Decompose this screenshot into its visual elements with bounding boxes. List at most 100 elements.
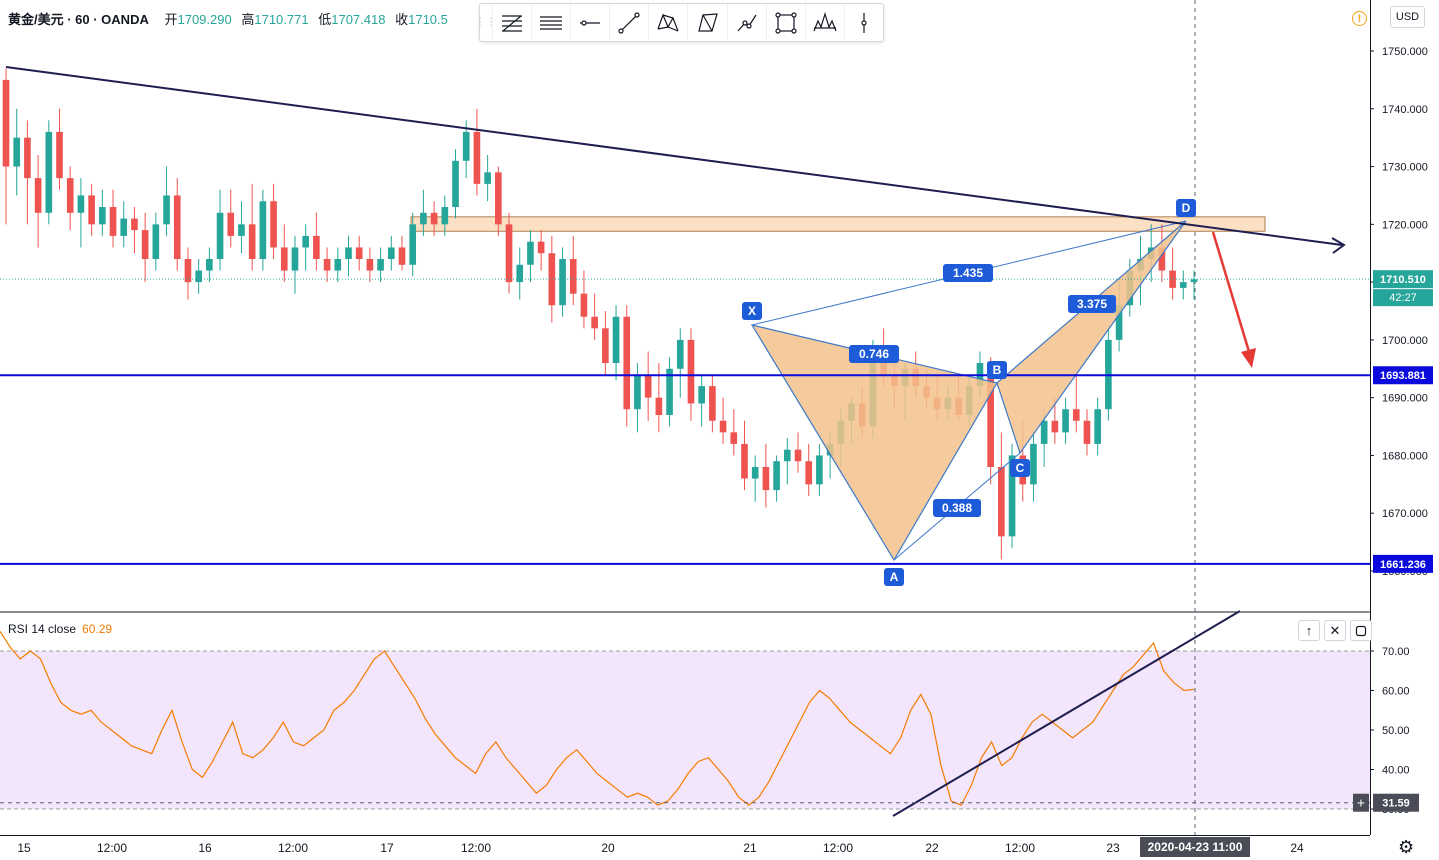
- price-tick-label: 1750.000: [1382, 46, 1428, 58]
- horizontal-lines-icon[interactable]: [531, 4, 570, 41]
- horizontal-ray-icon[interactable]: [570, 4, 609, 41]
- time-tick-label: 24: [1290, 841, 1304, 855]
- level-text: 1661.236: [1380, 559, 1426, 571]
- candle-body: [623, 316, 631, 410]
- rsi-last-value: 60.29: [82, 622, 113, 636]
- candle: [1062, 397, 1069, 444]
- pattern-label: D: [1176, 199, 1196, 217]
- pane-up-arrow-icon[interactable]: ↑: [1298, 620, 1320, 641]
- candle: [709, 374, 716, 433]
- candle: [537, 230, 545, 271]
- cursor-line-icon[interactable]: [843, 4, 883, 41]
- last-price-label: 1710.510 42:27: [1373, 270, 1433, 307]
- head-shoulders-icon[interactable]: [804, 4, 844, 41]
- candle-body: [56, 131, 63, 179]
- time-tick-label: 20: [601, 841, 615, 855]
- candle-body: [462, 131, 470, 161]
- drawing-toolbar: ⋮⋮: [475, 3, 884, 42]
- candle-body: [612, 316, 620, 363]
- pane-close-icon[interactable]: ✕: [1324, 620, 1346, 641]
- candle-body: [259, 201, 267, 259]
- candle: [794, 432, 802, 473]
- toolbar-grip-icon[interactable]: ⋮⋮: [475, 17, 497, 28]
- candle-body: [1040, 420, 1048, 444]
- candle: [152, 212, 160, 271]
- triangle-pattern-icon[interactable]: [687, 4, 726, 41]
- projection-arrow-line: [1211, 231, 1252, 356]
- pane-controls: ↑ ✕: [1298, 620, 1372, 641]
- candle-body: [762, 467, 770, 491]
- rectangle-icon[interactable]: [765, 4, 805, 41]
- candle: [66, 166, 74, 231]
- candle-body: [537, 241, 545, 254]
- candle: [569, 235, 577, 306]
- candle: [516, 247, 524, 300]
- symbol-title[interactable]: 黄金/美元 · 60 · OANDA: [8, 12, 149, 27]
- candle: [259, 189, 267, 271]
- candle-body: [1051, 420, 1059, 433]
- currency-button[interactable]: USD: [1390, 6, 1425, 28]
- rsi-tick-label: 70.00: [1382, 646, 1410, 658]
- candle-body: [698, 386, 705, 404]
- pattern-label-text: A: [890, 570, 899, 584]
- candle-body: [334, 259, 342, 271]
- candle: [270, 183, 277, 259]
- candle: [120, 201, 128, 248]
- candle-body: [420, 212, 427, 225]
- last-price-text: 1710.510: [1380, 274, 1426, 286]
- candle: [676, 328, 684, 398]
- crosshair-plus-box: [1353, 793, 1369, 812]
- last-price-box: [1373, 270, 1433, 289]
- rsi-title[interactable]: RSI 14 close: [8, 622, 77, 636]
- candle-body: [783, 449, 791, 462]
- open-label: 开: [164, 12, 178, 27]
- candle: [238, 201, 245, 254]
- time-tick-label: 12:00: [1005, 841, 1035, 855]
- time-tick-label: 16: [198, 841, 212, 855]
- candle-body: [655, 397, 663, 415]
- candle-body: [345, 247, 352, 259]
- candle-body: [120, 218, 128, 236]
- candle: [173, 178, 181, 271]
- candle-body: [1072, 409, 1080, 421]
- candle-body: [527, 241, 534, 265]
- candle-body: [280, 247, 288, 271]
- alert-icon[interactable]: !: [1352, 11, 1367, 26]
- candle-body: [2, 79, 10, 167]
- candle-body: [1115, 305, 1123, 340]
- price-tick-label: 1720.000: [1382, 219, 1428, 231]
- candle: [441, 195, 449, 236]
- candle-body: [709, 386, 716, 421]
- fib-retracement-icon[interactable]: [492, 4, 531, 41]
- candle-body: [77, 195, 85, 213]
- settings-gear-icon[interactable]: ⚙: [1398, 837, 1415, 857]
- candle: [109, 189, 117, 248]
- rsi-crosshair-label: +31.59: [1353, 793, 1419, 812]
- rsi-tick-label: 40.00: [1382, 765, 1410, 777]
- pattern-label-box: [1010, 459, 1030, 477]
- candle: [184, 247, 192, 300]
- pane-maximize-icon[interactable]: [1350, 620, 1372, 641]
- candle: [13, 108, 21, 196]
- level-price-label: 1661.236: [1373, 554, 1433, 573]
- candle: [1190, 270, 1198, 300]
- candle-body: [751, 467, 759, 479]
- time-tick-label: 23: [1106, 841, 1120, 855]
- pattern-label-text: 3.375: [1077, 297, 1107, 311]
- candle-body: [1062, 409, 1069, 433]
- path-icon[interactable]: [726, 4, 766, 41]
- candle-body: [109, 207, 117, 236]
- candle: [591, 293, 598, 340]
- pattern-label-box: [943, 264, 993, 282]
- trend-line-icon[interactable]: [609, 4, 648, 41]
- candle-body: [430, 212, 438, 225]
- candle: [24, 120, 31, 225]
- candle-body: [1083, 420, 1091, 444]
- candle-body: [173, 195, 181, 259]
- candle-body: [323, 259, 331, 271]
- xabcd-pattern-icon[interactable]: [648, 4, 687, 41]
- candle-body: [816, 455, 823, 485]
- pattern-label: X: [742, 302, 762, 320]
- candle-body: [13, 137, 21, 167]
